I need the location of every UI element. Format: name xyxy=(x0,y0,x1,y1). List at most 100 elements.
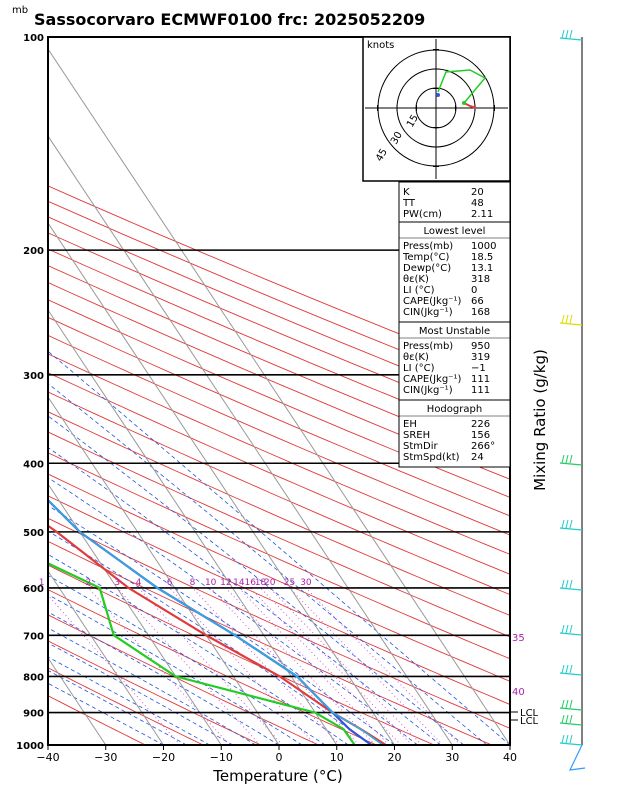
index-value: 66 xyxy=(471,296,484,307)
index-value: 48 xyxy=(471,198,484,209)
index-label: SREH xyxy=(403,430,430,441)
moist-adiabat-line xyxy=(48,656,210,745)
moist-adiabats xyxy=(48,350,510,745)
mixing-ratio-label: 25 xyxy=(284,578,295,588)
mixing-ratio-label: 6 xyxy=(167,578,173,588)
index-section-header: Lowest level xyxy=(424,226,486,237)
mixing-ratio-label: 2 xyxy=(85,578,91,588)
moist-adiabat-line xyxy=(48,383,488,745)
index-value: 156 xyxy=(471,430,490,441)
index-value: 111 xyxy=(471,374,490,385)
theta-e-label-35: 35 xyxy=(512,633,525,644)
dry-adiabat-line xyxy=(48,431,510,638)
mixing-ratio-label: 12 xyxy=(220,578,231,588)
moist-adiabat-line xyxy=(48,447,441,745)
mixing-ratio-line xyxy=(238,587,390,745)
index-value: 2.11 xyxy=(471,209,493,220)
index-value: 318 xyxy=(471,274,490,285)
mixing-ratio-label: 16 xyxy=(245,578,257,588)
index-label: StmDir xyxy=(403,441,438,452)
dry-adiabat-line xyxy=(48,589,378,745)
temperature-tick-label: −20 xyxy=(152,751,175,764)
right-axis-label: Mixing Ratio (g/kg) xyxy=(531,349,549,491)
wind-barb xyxy=(559,527,583,531)
temperature-tick-label: −10 xyxy=(210,751,233,764)
dry-adiabat-line xyxy=(48,200,510,395)
index-label: K xyxy=(403,187,410,198)
index-label: TT xyxy=(402,198,416,209)
index-label: Press(mb) xyxy=(403,341,453,352)
temperature-tick-label: 30 xyxy=(445,751,459,764)
pressure-tick-label: 600 xyxy=(23,584,44,595)
mixing-ratio-label: 8 xyxy=(190,578,196,588)
wind-barb xyxy=(568,744,586,771)
moist-adiabat-line xyxy=(48,611,280,745)
pressure-tick-label: 1000 xyxy=(16,741,44,752)
dry-adiabat-line xyxy=(48,334,510,536)
index-label: θε(K) xyxy=(403,352,429,363)
index-value: 111 xyxy=(471,385,490,396)
index-value: 168 xyxy=(471,307,490,318)
dry-adiabat-line xyxy=(48,667,205,745)
sounding-curves xyxy=(48,498,387,745)
mixing-ratio-label: 1 xyxy=(39,578,45,588)
dry-adiabat-line xyxy=(48,316,510,517)
isotherm-line xyxy=(48,48,510,745)
index-label: CIN(Jkg⁻¹) xyxy=(403,385,453,396)
index-value: 1000 xyxy=(471,241,496,252)
temperature-tick-label: 0 xyxy=(276,751,283,764)
dry-adiabat-line xyxy=(48,232,510,428)
wind-barb xyxy=(559,587,583,591)
indices-panel: K 20 TT 48 PW(cm) 2.11 Lowest level Press(mb) 10… xyxy=(398,181,511,468)
moist-adiabat-line xyxy=(48,594,303,745)
mixing-ratio-label: 20 xyxy=(264,578,276,588)
wind-barb xyxy=(559,707,583,711)
pressure-tick-label: 700 xyxy=(23,631,44,642)
index-label: StmSpd(kt) xyxy=(403,452,460,463)
dry-adiabat-line xyxy=(48,391,510,596)
mixing-ratio-label: 4 xyxy=(136,578,142,588)
pressure-tick-label: 100 xyxy=(23,33,44,44)
mixing-ratio-line xyxy=(48,594,181,745)
pressure-axis: 100 200 300 400 500 600 700 800 900 1000 xyxy=(16,33,44,752)
mixing-ratio-label: 30 xyxy=(300,578,312,588)
moist-adiabat-line xyxy=(48,627,257,745)
index-value: 950 xyxy=(471,341,490,352)
index-value: 24 xyxy=(471,452,484,463)
index-value: 226 xyxy=(471,419,490,430)
pressure-tick-label: 200 xyxy=(23,246,44,257)
isotherm-line xyxy=(48,483,222,745)
index-value: 13.1 xyxy=(471,263,493,274)
mixing-ratio-label: 10 xyxy=(205,578,217,588)
mixing-ratio-line xyxy=(116,587,261,745)
mixing-ratio-label: 3 xyxy=(114,578,120,588)
isotherm-line xyxy=(48,222,395,745)
temperature-tick-label: 40 xyxy=(503,751,517,764)
lcl-label-2: LCL xyxy=(520,716,539,727)
mixing-ratio-line xyxy=(192,587,341,745)
index-label: CAPE(Jkg⁻¹) xyxy=(403,296,461,307)
temperature-axis: −40 −30 −20 −10 0 10 20 30 40 xyxy=(36,745,517,764)
moist-adiabat-line xyxy=(48,682,164,745)
chart-title: Sassocorvaro ECMWF0100 frc: 2025052209 xyxy=(34,10,425,29)
dry-adiabat-line xyxy=(48,265,510,462)
mixing-ratio-line xyxy=(169,587,316,745)
wind-barb-column xyxy=(559,29,586,771)
mixing-ratio-label: 14 xyxy=(233,578,245,588)
isotherm-line xyxy=(48,396,280,745)
wind-barb xyxy=(559,742,583,746)
pressure-tick-label: 900 xyxy=(23,709,44,720)
pressure-tick-label: 800 xyxy=(23,672,44,683)
index-label: Temp(°C) xyxy=(402,252,450,263)
dry-adiabats xyxy=(48,185,510,745)
index-value: 20 xyxy=(471,187,484,198)
wind-barb xyxy=(559,322,583,326)
dry-adiabat-line xyxy=(48,540,493,745)
moist-adiabat-line xyxy=(48,642,233,745)
lcl-label-1: LCL xyxy=(520,708,539,719)
moist-adiabat-line xyxy=(48,553,349,745)
dry-adiabat-line xyxy=(48,353,510,555)
pressure-tick-label: 400 xyxy=(23,459,44,470)
